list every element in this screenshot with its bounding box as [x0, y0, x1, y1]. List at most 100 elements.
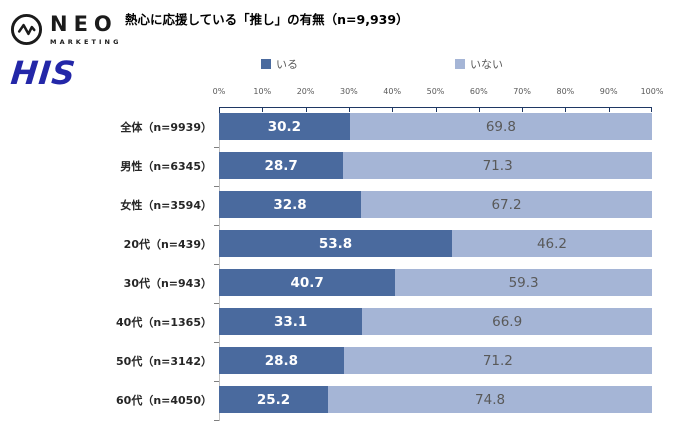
category-axis-line	[219, 108, 220, 421]
bar-value-label: 71.3	[482, 157, 513, 174]
bar-value-label: 33.1	[274, 313, 308, 330]
bar-value-label: 53.8	[318, 235, 353, 252]
row-label: 全体（n=9939）	[120, 120, 212, 134]
row-label: 20代（n=439）	[123, 237, 212, 251]
category-axis-tick	[214, 342, 219, 343]
x-axis-tick-label: 90%	[599, 87, 618, 96]
category-axis-tick	[214, 381, 219, 382]
stacked-bar: 25.2 74.8	[219, 386, 652, 413]
stacked-bar: 40.7 59.3	[219, 269, 652, 296]
bar-value-label: 28.7	[264, 157, 298, 174]
x-axis-tick-mark	[608, 108, 610, 112]
row-label: 40代（n=1365）	[116, 315, 212, 329]
x-axis-tick-labels: 0% 10% 20% 30% 40% 50% 60% 70% 80% 90% 100%	[213, 87, 664, 99]
x-axis-tick-label: 30%	[340, 87, 358, 96]
bar-segment-inai: 71.2	[343, 347, 652, 374]
bar-value-label: 46.2	[536, 235, 567, 252]
neo-marketing-logo: NEO MARKETING	[10, 13, 122, 46]
chart-row: 20代（n=439） 53.8 46.2	[124, 225, 652, 264]
plot-area: 全体（n=9939） 30.2 69.8 男性（n=6345） 28.7 71.3 女性（n…	[116, 107, 652, 421]
x-axis-tick-mark	[305, 108, 307, 112]
x-axis-tick-label: 60%	[469, 87, 488, 96]
bar-value-label: 66.9	[492, 313, 523, 330]
bar-segment-iru: 25.2	[219, 386, 329, 413]
x-axis-tick-mark	[435, 108, 437, 112]
bar-segment-iru: 33.1	[219, 308, 363, 335]
x-axis-tick-mark	[262, 108, 264, 112]
category-axis-tick	[214, 147, 219, 148]
bar-segment-iru: 30.2	[219, 113, 350, 140]
bar-segment-inai: 46.2	[451, 230, 652, 257]
bar-segment-inai: 69.8	[349, 113, 652, 140]
bar-value-label: 59.3	[508, 274, 539, 291]
bar-value-label: 69.8	[485, 118, 516, 135]
bar-segment-iru: 32.8	[219, 191, 362, 218]
chart-row: 60代（n=4050） 25.2 74.8	[116, 381, 652, 420]
bar-segment-iru: 40.7	[219, 269, 396, 296]
neo-logo-text: NEO	[50, 11, 118, 36]
x-axis-tick-label: 20%	[296, 87, 315, 96]
legend-item-aru: いる	[261, 56, 298, 72]
bar-value-label: 28.8	[264, 352, 298, 369]
chart-title: 熱心に応援している「推し」の有無（n=9,939）	[125, 12, 409, 27]
category-axis-tick	[214, 264, 219, 265]
stacked-bar: 53.8 46.2	[219, 230, 652, 257]
legend-label: いる	[276, 58, 298, 71]
x-axis-tick-label: 80%	[556, 87, 575, 96]
x-axis-tick-mark	[522, 108, 524, 112]
x-axis-tick-label: 0%	[212, 87, 226, 96]
chart-row: 50代（n=3142） 28.8 71.2	[116, 342, 652, 381]
chart-row: 男性（n=6345） 28.7 71.3	[120, 147, 652, 186]
bar-value-label: 25.2	[256, 391, 291, 408]
bar-value-label: 67.2	[491, 196, 522, 213]
legend-swatch	[261, 59, 271, 69]
bar-segment-inai: 67.2	[361, 191, 652, 218]
stacked-bar: 33.1 66.9	[219, 308, 652, 335]
bar-segment-inai: 74.8	[328, 386, 652, 413]
category-axis-tick	[214, 186, 219, 187]
legend-swatch	[455, 59, 465, 69]
row-label: 女性（n=3594）	[120, 198, 212, 212]
legend-label: いない	[470, 58, 503, 71]
bar-segment-iru: 53.8	[219, 230, 452, 257]
bar-segment-iru: 28.7	[219, 152, 344, 179]
stacked-bar: 32.8 67.2	[219, 191, 652, 218]
x-axis-tick-mark	[392, 108, 394, 112]
bar-segment-inai: 71.3	[343, 152, 652, 179]
bar-value-label: 30.2	[267, 118, 302, 135]
x-axis-tick-label: 70%	[513, 87, 531, 96]
chart-row: 女性（n=3594） 32.8 67.2	[120, 186, 652, 225]
bar-segment-inai: 66.9	[362, 308, 652, 335]
stacked-bar: 30.2 69.8	[219, 113, 652, 140]
neo-pulse-circle-icon	[10, 13, 43, 46]
stacked-bar: 28.8 71.2	[219, 347, 652, 374]
chart-legend: いる いない	[219, 56, 652, 72]
x-axis-tick-mark	[565, 108, 567, 112]
chart-row: 全体（n=9939） 30.2 69.8	[120, 108, 652, 147]
row-label: 60代（n=4050）	[116, 393, 212, 407]
category-axis-tick	[214, 303, 219, 304]
legend-item-inai: いない	[455, 56, 503, 72]
x-axis-tick-mark	[651, 108, 652, 112]
his-logo: HIS	[9, 54, 78, 92]
x-axis-tick-label: 10%	[253, 87, 272, 96]
bar-value-label: 40.7	[290, 274, 324, 291]
bar-value-label: 74.8	[475, 391, 506, 408]
row-label: 男性（n=6345）	[120, 159, 212, 173]
neo-wordmark: NEO MARKETING	[50, 11, 122, 46]
row-label: 30代（n=943）	[123, 276, 212, 290]
chart-row: 30代（n=943） 40.7 59.3	[124, 264, 652, 303]
x-axis-tick-mark	[348, 108, 350, 112]
x-axis-tick-mark	[219, 108, 220, 116]
x-axis-tick-label: 50%	[426, 87, 445, 96]
bar-value-label: 71.2	[482, 352, 513, 369]
x-axis-tick-label: 40%	[383, 87, 402, 96]
chart-row: 40代（n=1365） 33.1 66.9	[116, 303, 652, 342]
bar-segment-inai: 59.3	[395, 269, 652, 296]
x-axis-tick-mark	[478, 108, 480, 112]
neo-logo-subtext: MARKETING	[50, 37, 122, 46]
bar-value-label: 32.8	[273, 196, 307, 213]
category-axis-tick	[214, 225, 219, 226]
category-axis-tick	[214, 420, 219, 421]
